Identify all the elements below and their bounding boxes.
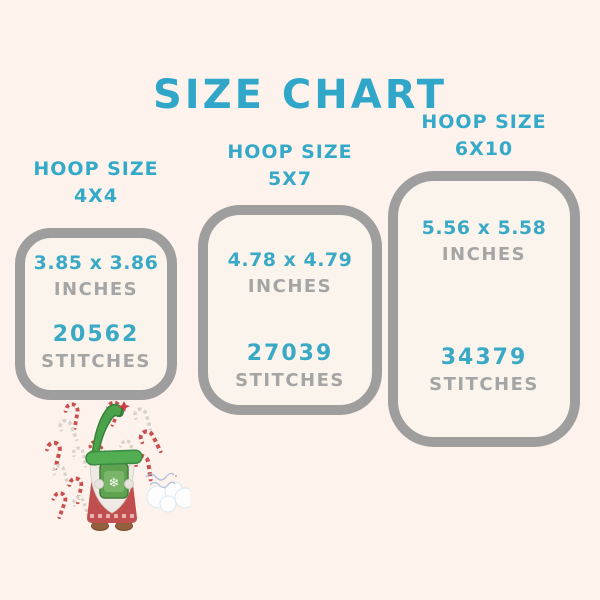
stitch-count-value: 20562 [52, 322, 140, 347]
hoop-heading-line2: 5X7 [267, 168, 313, 190]
unit-label: INCHES [441, 244, 527, 265]
stitch-group: 20562 STITCHES [25, 322, 167, 372]
page-title: SIZE CHART [152, 72, 448, 118]
unit-label: INCHES [247, 276, 333, 297]
snowball-icon [146, 481, 190, 513]
design-size-value: 5.56 x 5.58 [421, 217, 547, 239]
size-group: 3.85 x 3.86 INCHES [25, 252, 167, 300]
size-group: 4.78 x 4.79 INCHES [208, 249, 372, 297]
stitch-label: STITCHES [235, 370, 345, 391]
hoop-heading-line2: 4X4 [73, 185, 119, 207]
hoop-heading-5x7: HOOP SIZE 5X7 [198, 139, 382, 193]
watermark-logo [145, 472, 177, 489]
gnome-figure: ❄ [85, 401, 143, 531]
hoop-heading-6x10: HOOP SIZE 6X10 [388, 109, 580, 163]
stitch-label: STITCHES [429, 374, 539, 395]
hoop-heading-line1: HOOP SIZE [33, 158, 159, 180]
stitch-count-value: 34379 [440, 345, 528, 370]
unit-label: INCHES [53, 279, 139, 300]
cocoa-mug-icon: ❄ [99, 462, 129, 499]
design-size-value: 4.78 x 4.79 [227, 249, 353, 271]
hoop-frame-5x7: 4.78 x 4.79 INCHES 27039 STITCHES [198, 205, 382, 415]
hoop-frame-6x10: 5.56 x 5.58 INCHES 34379 STITCHES [388, 171, 580, 447]
hoop-heading-4x4: HOOP SIZE 4X4 [15, 156, 177, 210]
gnome-hat [85, 401, 143, 466]
christmas-gnome-hot-cocoa-icon: ❄ [40, 400, 190, 531]
design-size-value: 3.85 x 3.86 [33, 252, 159, 274]
stitch-count-value: 27039 [246, 341, 334, 366]
size-group: 5.56 x 5.58 INCHES [398, 217, 570, 265]
stitch-group: 27039 STITCHES [208, 341, 372, 391]
stitch-group: 34379 STITCHES [398, 345, 570, 395]
hat-star-icon [118, 401, 130, 412]
snowflake-icon: ❄ [109, 476, 120, 491]
stitch-label: STITCHES [41, 351, 151, 372]
hoop-frame-4x4: 3.85 x 3.86 INCHES 20562 STITCHES [15, 228, 177, 400]
hoop-heading-line2: 6X10 [454, 138, 514, 160]
hoop-heading-line1: HOOP SIZE [421, 111, 547, 133]
hoop-heading-line1: HOOP SIZE [227, 141, 353, 163]
